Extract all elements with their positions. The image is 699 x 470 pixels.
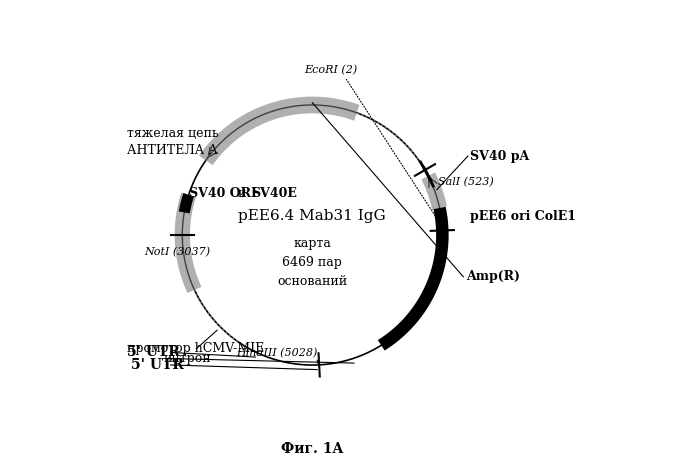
Text: Amp(R): Amp(R) (466, 270, 519, 283)
Text: SV40E: SV40E (252, 187, 298, 200)
Text: SalI (523): SalI (523) (438, 177, 494, 187)
Text: 5' UTR: 5' UTR (127, 345, 180, 360)
Text: 5' UTR: 5' UTR (131, 358, 184, 372)
Text: NotI (3037): NotI (3037) (145, 247, 210, 257)
Text: интрон: интрон (164, 352, 211, 365)
Text: SV40 pA: SV40 pA (470, 149, 530, 163)
Text: Фиг. 1A: Фиг. 1A (281, 442, 343, 455)
Text: промотор hCMV-MIE: промотор hCMV-MIE (127, 342, 264, 355)
Text: EcoRI (2): EcoRI (2) (304, 64, 358, 75)
Text: pEE6.4 Mab31 IgG: pEE6.4 Mab31 IgG (238, 210, 387, 223)
Text: HindIII (5028): HindIII (5028) (236, 348, 317, 358)
Text: pEE6 ori ColE1: pEE6 ori ColE1 (470, 210, 576, 223)
Text: SV40 ORI: SV40 ORI (189, 187, 257, 200)
Text: карта
6469 пар
оснований: карта 6469 пар оснований (278, 237, 347, 289)
Text: и: и (238, 187, 246, 200)
Text: тяжелая цепь
АНТИТЕЛА А: тяжелая цепь АНТИТЕЛА А (127, 127, 218, 157)
